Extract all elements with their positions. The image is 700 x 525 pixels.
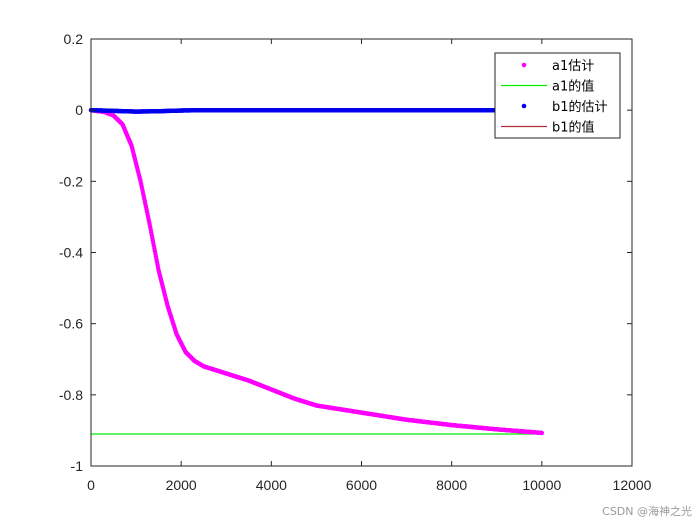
axes: 0 2000 4000 6000 8000 10000 12000 0.2 0 -0.2 -0.4 -… [59,31,652,493]
legend: a1估计 a1的值 b1的估计 b1的值 [494,52,621,139]
x-tick-label: 8000 [436,477,467,493]
y-tick-label: -0.2 [59,173,83,189]
x-tick-label: 10000 [522,477,561,493]
x-tick-label: 0 [87,477,95,493]
legend-label: b1的值 [552,120,595,136]
series-3 [88,107,545,114]
x-tick-label: 4000 [256,477,287,493]
legend-box [494,52,621,139]
series-1 [88,107,545,436]
legend-dot-swatch [521,103,527,109]
plot-area [88,107,545,436]
y-tick-label: 0 [75,102,83,118]
y-tick-label: -0.8 [59,387,83,403]
y-tick-label: 0.2 [64,31,84,47]
legend-label: b1的估计 [552,99,608,115]
y-tick-label: -0.6 [59,316,83,332]
watermark: CSDN @海神之光 [602,505,692,518]
legend-label: a1估计 [552,59,594,74]
x-tick-label: 12000 [613,477,652,493]
data-point [539,430,545,436]
x-tick-label: 6000 [346,477,377,493]
legend-label: a1的值 [552,79,594,95]
y-tick-label: -1 [71,458,84,474]
y-tick-label: -0.4 [59,245,83,261]
x-tick-label: 2000 [166,477,197,493]
legend-dot-swatch [521,62,527,68]
